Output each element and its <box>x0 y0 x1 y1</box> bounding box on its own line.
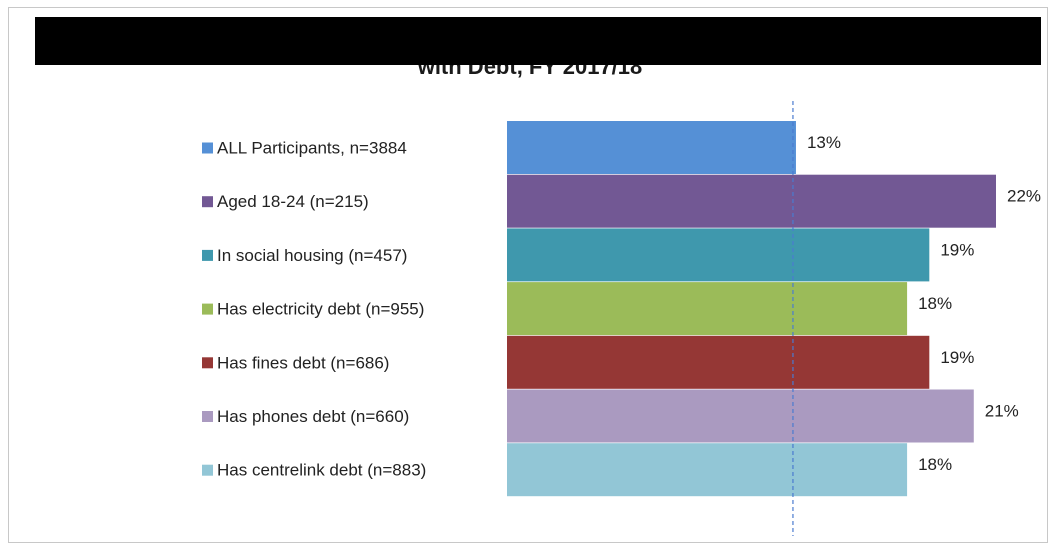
bar-6 <box>507 389 974 443</box>
category-label-6: Has phones debt (n=660) <box>217 407 409 426</box>
chart-title: with Debt, FY 2017/18 <box>417 65 643 78</box>
value-label-2: 22% <box>1007 187 1041 206</box>
legend-swatch-6 <box>202 411 213 422</box>
bar-7 <box>507 443 908 497</box>
legend-swatch-5 <box>202 357 213 369</box>
legend-swatch-4 <box>202 303 213 315</box>
value-label-7: 18% <box>918 455 952 474</box>
category-label-5: Has fines debt (n=686) <box>217 353 389 372</box>
value-label-3: 19% <box>940 240 974 259</box>
bar-1 <box>507 121 796 174</box>
legend-swatch-1 <box>202 142 213 154</box>
category-label-7: Has centrelink debt (n=883) <box>217 461 426 480</box>
bar-5 <box>507 335 930 389</box>
category-label-3: In social housing (n=457) <box>217 246 407 265</box>
bar-2 <box>507 174 996 228</box>
bar-4 <box>507 282 908 336</box>
value-label-4: 18% <box>918 294 952 313</box>
category-label-4: Has electricity debt (n=955) <box>217 300 424 319</box>
value-label-6: 21% <box>985 402 1019 421</box>
value-label-5: 19% <box>940 348 974 367</box>
bar-3 <box>507 228 930 282</box>
category-label-2: Aged 18-24 (n=215) <box>217 192 369 211</box>
legend-swatch-7 <box>202 464 213 476</box>
legend-swatch-2 <box>202 196 213 208</box>
legend-swatch-3 <box>202 249 213 261</box>
redaction-block <box>35 17 1041 65</box>
category-label-1: ALL Participants, n=3884 <box>217 139 407 158</box>
value-label-1: 13% <box>807 133 841 152</box>
